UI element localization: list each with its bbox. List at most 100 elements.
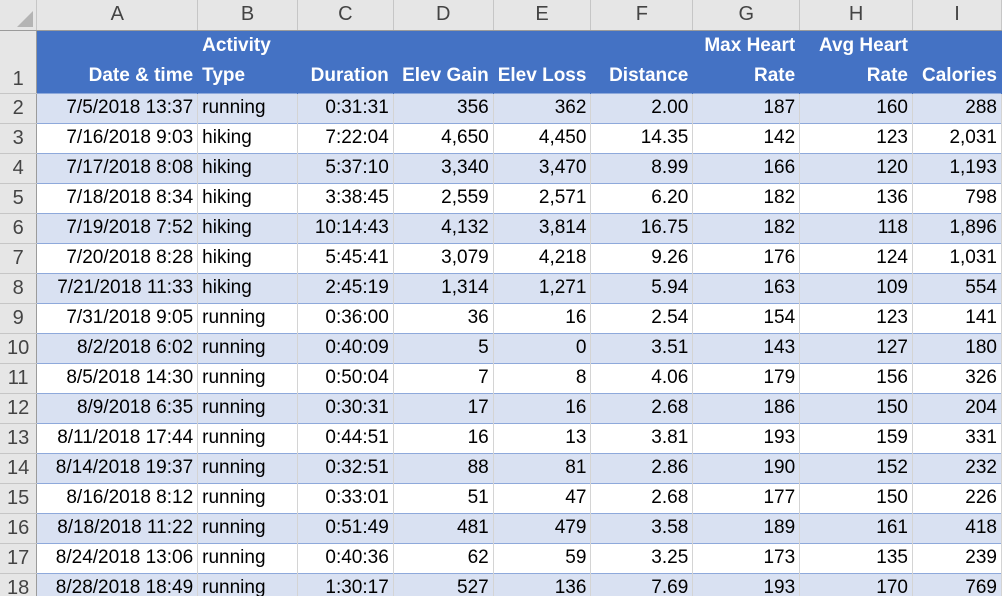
cell-date-time[interactable]: 7/19/2018 7:52 xyxy=(36,212,199,243)
cell-elev-loss[interactable]: 8 xyxy=(493,362,592,393)
cell-calories[interactable]: 798 xyxy=(912,182,1002,213)
cell-max-heart-rate[interactable]: 176 xyxy=(692,242,801,273)
cell-calories[interactable]: 769 xyxy=(912,572,1002,596)
cell-elev-gain[interactable]: 62 xyxy=(393,542,494,573)
cell-max-heart-rate[interactable]: 193 xyxy=(692,572,801,596)
cell-activity-type[interactable]: hiking xyxy=(197,212,298,243)
cell-elev-gain[interactable]: 1,314 xyxy=(393,272,494,303)
cell-avg-heart-rate[interactable]: 118 xyxy=(799,212,913,243)
cell-elev-loss[interactable]: 59 xyxy=(493,542,592,573)
cell-elev-loss[interactable]: 47 xyxy=(493,482,592,513)
cell-elev-loss[interactable]: 3,470 xyxy=(493,152,592,183)
cell-max-heart-rate[interactable]: 177 xyxy=(692,482,801,513)
cell-duration[interactable]: 10:14:43 xyxy=(297,212,394,243)
cell-avg-heart-rate[interactable]: 136 xyxy=(799,182,913,213)
cell-activity-type[interactable]: running xyxy=(197,302,298,333)
cell-elev-gain[interactable]: 51 xyxy=(393,482,494,513)
cell-avg-heart-rate[interactable]: 124 xyxy=(799,242,913,273)
cell-elev-gain[interactable]: 16 xyxy=(393,422,494,453)
cell-elev-loss[interactable]: 16 xyxy=(493,302,592,333)
cell-activity-type[interactable]: running xyxy=(197,392,298,423)
cell-calories[interactable]: 331 xyxy=(912,422,1002,453)
cell-elev-loss[interactable]: 479 xyxy=(493,512,592,543)
cell-calories[interactable]: 232 xyxy=(912,452,1002,483)
cell-date-time[interactable]: 8/2/2018 6:02 xyxy=(36,332,199,363)
cell-avg-heart-rate[interactable]: 135 xyxy=(799,542,913,573)
select-all-button[interactable] xyxy=(0,0,38,31)
row-header[interactable]: 14 xyxy=(0,453,38,484)
cell-distance[interactable]: 6.20 xyxy=(590,182,694,213)
cell-elev-loss[interactable]: 0 xyxy=(493,332,592,363)
row-header[interactable]: 1 xyxy=(0,30,38,94)
row-header[interactable]: 5 xyxy=(0,183,38,214)
cell-elev-gain[interactable]: 17 xyxy=(393,392,494,423)
cell-distance[interactable]: 2.00 xyxy=(590,92,694,123)
cell-calories[interactable]: 326 xyxy=(912,362,1002,393)
row-header[interactable]: 10 xyxy=(0,333,38,364)
cell-date-time[interactable]: 8/18/2018 11:22 xyxy=(36,512,199,543)
cell-avg-heart-rate[interactable]: 161 xyxy=(799,512,913,543)
cell-distance[interactable]: 3.51 xyxy=(590,332,694,363)
cell-elev-gain[interactable]: 4,650 xyxy=(393,122,494,153)
row-header[interactable]: 6 xyxy=(0,213,38,244)
cell-max-heart-rate[interactable]: 173 xyxy=(692,542,801,573)
cell-avg-heart-rate[interactable]: 150 xyxy=(799,392,913,423)
row-header[interactable]: 8 xyxy=(0,273,38,304)
cell-max-heart-rate[interactable]: 193 xyxy=(692,422,801,453)
header-cell-max-heart-rate[interactable]: Max Heart Rate xyxy=(692,30,801,93)
cell-max-heart-rate[interactable]: 143 xyxy=(692,332,801,363)
cell-duration[interactable]: 0:50:04 xyxy=(297,362,394,393)
cell-activity-type[interactable]: hiking xyxy=(197,182,298,213)
cell-elev-gain[interactable]: 5 xyxy=(393,332,494,363)
cell-duration[interactable]: 0:40:36 xyxy=(297,542,394,573)
cell-calories[interactable]: 239 xyxy=(912,542,1002,573)
cell-calories[interactable]: 180 xyxy=(912,332,1002,363)
cell-date-time[interactable]: 8/5/2018 14:30 xyxy=(36,362,199,393)
header-cell-elev-gain[interactable]: Elev Gain xyxy=(393,30,494,93)
cell-distance[interactable]: 2.86 xyxy=(590,452,694,483)
column-header-f[interactable]: F xyxy=(590,0,694,31)
column-header-e[interactable]: E xyxy=(493,0,592,31)
cell-avg-heart-rate[interactable]: 120 xyxy=(799,152,913,183)
cell-date-time[interactable]: 7/20/2018 8:28 xyxy=(36,242,199,273)
cell-elev-gain[interactable]: 88 xyxy=(393,452,494,483)
cell-elev-loss[interactable]: 81 xyxy=(493,452,592,483)
row-header[interactable]: 13 xyxy=(0,423,38,454)
cell-activity-type[interactable]: running xyxy=(197,362,298,393)
cell-elev-loss[interactable]: 13 xyxy=(493,422,592,453)
cell-elev-gain[interactable]: 36 xyxy=(393,302,494,333)
cell-max-heart-rate[interactable]: 189 xyxy=(692,512,801,543)
cell-date-time[interactable]: 8/9/2018 6:35 xyxy=(36,392,199,423)
cell-calories[interactable]: 288 xyxy=(912,92,1002,123)
cell-duration[interactable]: 5:37:10 xyxy=(297,152,394,183)
cell-activity-type[interactable]: running xyxy=(197,482,298,513)
cell-activity-type[interactable]: hiking xyxy=(197,242,298,273)
cell-elev-gain[interactable]: 7 xyxy=(393,362,494,393)
cell-duration[interactable]: 0:36:00 xyxy=(297,302,394,333)
cell-distance[interactable]: 3.81 xyxy=(590,422,694,453)
cell-avg-heart-rate[interactable]: 150 xyxy=(799,482,913,513)
cell-duration[interactable]: 3:38:45 xyxy=(297,182,394,213)
cell-calories[interactable]: 1,193 xyxy=(912,152,1002,183)
column-header-g[interactable]: G xyxy=(692,0,801,31)
cell-duration[interactable]: 0:51:49 xyxy=(297,512,394,543)
cell-duration[interactable]: 5:45:41 xyxy=(297,242,394,273)
cell-elev-loss[interactable]: 362 xyxy=(493,92,592,123)
cell-avg-heart-rate[interactable]: 123 xyxy=(799,122,913,153)
row-header[interactable]: 16 xyxy=(0,513,38,544)
cell-duration[interactable]: 0:40:09 xyxy=(297,332,394,363)
cell-elev-gain[interactable]: 481 xyxy=(393,512,494,543)
header-cell-avg-heart-rate[interactable]: Avg Heart Rate xyxy=(799,30,913,93)
header-cell-distance[interactable]: Distance xyxy=(590,30,694,93)
cell-duration[interactable]: 0:31:31 xyxy=(297,92,394,123)
cell-elev-loss[interactable]: 3,814 xyxy=(493,212,592,243)
cell-activity-type[interactable]: running xyxy=(197,422,298,453)
cell-elev-gain[interactable]: 527 xyxy=(393,572,494,596)
cell-avg-heart-rate[interactable]: 109 xyxy=(799,272,913,303)
row-header[interactable]: 3 xyxy=(0,123,38,154)
cell-activity-type[interactable]: running xyxy=(197,452,298,483)
cell-activity-type[interactable]: running xyxy=(197,512,298,543)
cell-distance[interactable]: 4.06 xyxy=(590,362,694,393)
cell-avg-heart-rate[interactable]: 170 xyxy=(799,572,913,596)
column-header-h[interactable]: H xyxy=(799,0,913,31)
